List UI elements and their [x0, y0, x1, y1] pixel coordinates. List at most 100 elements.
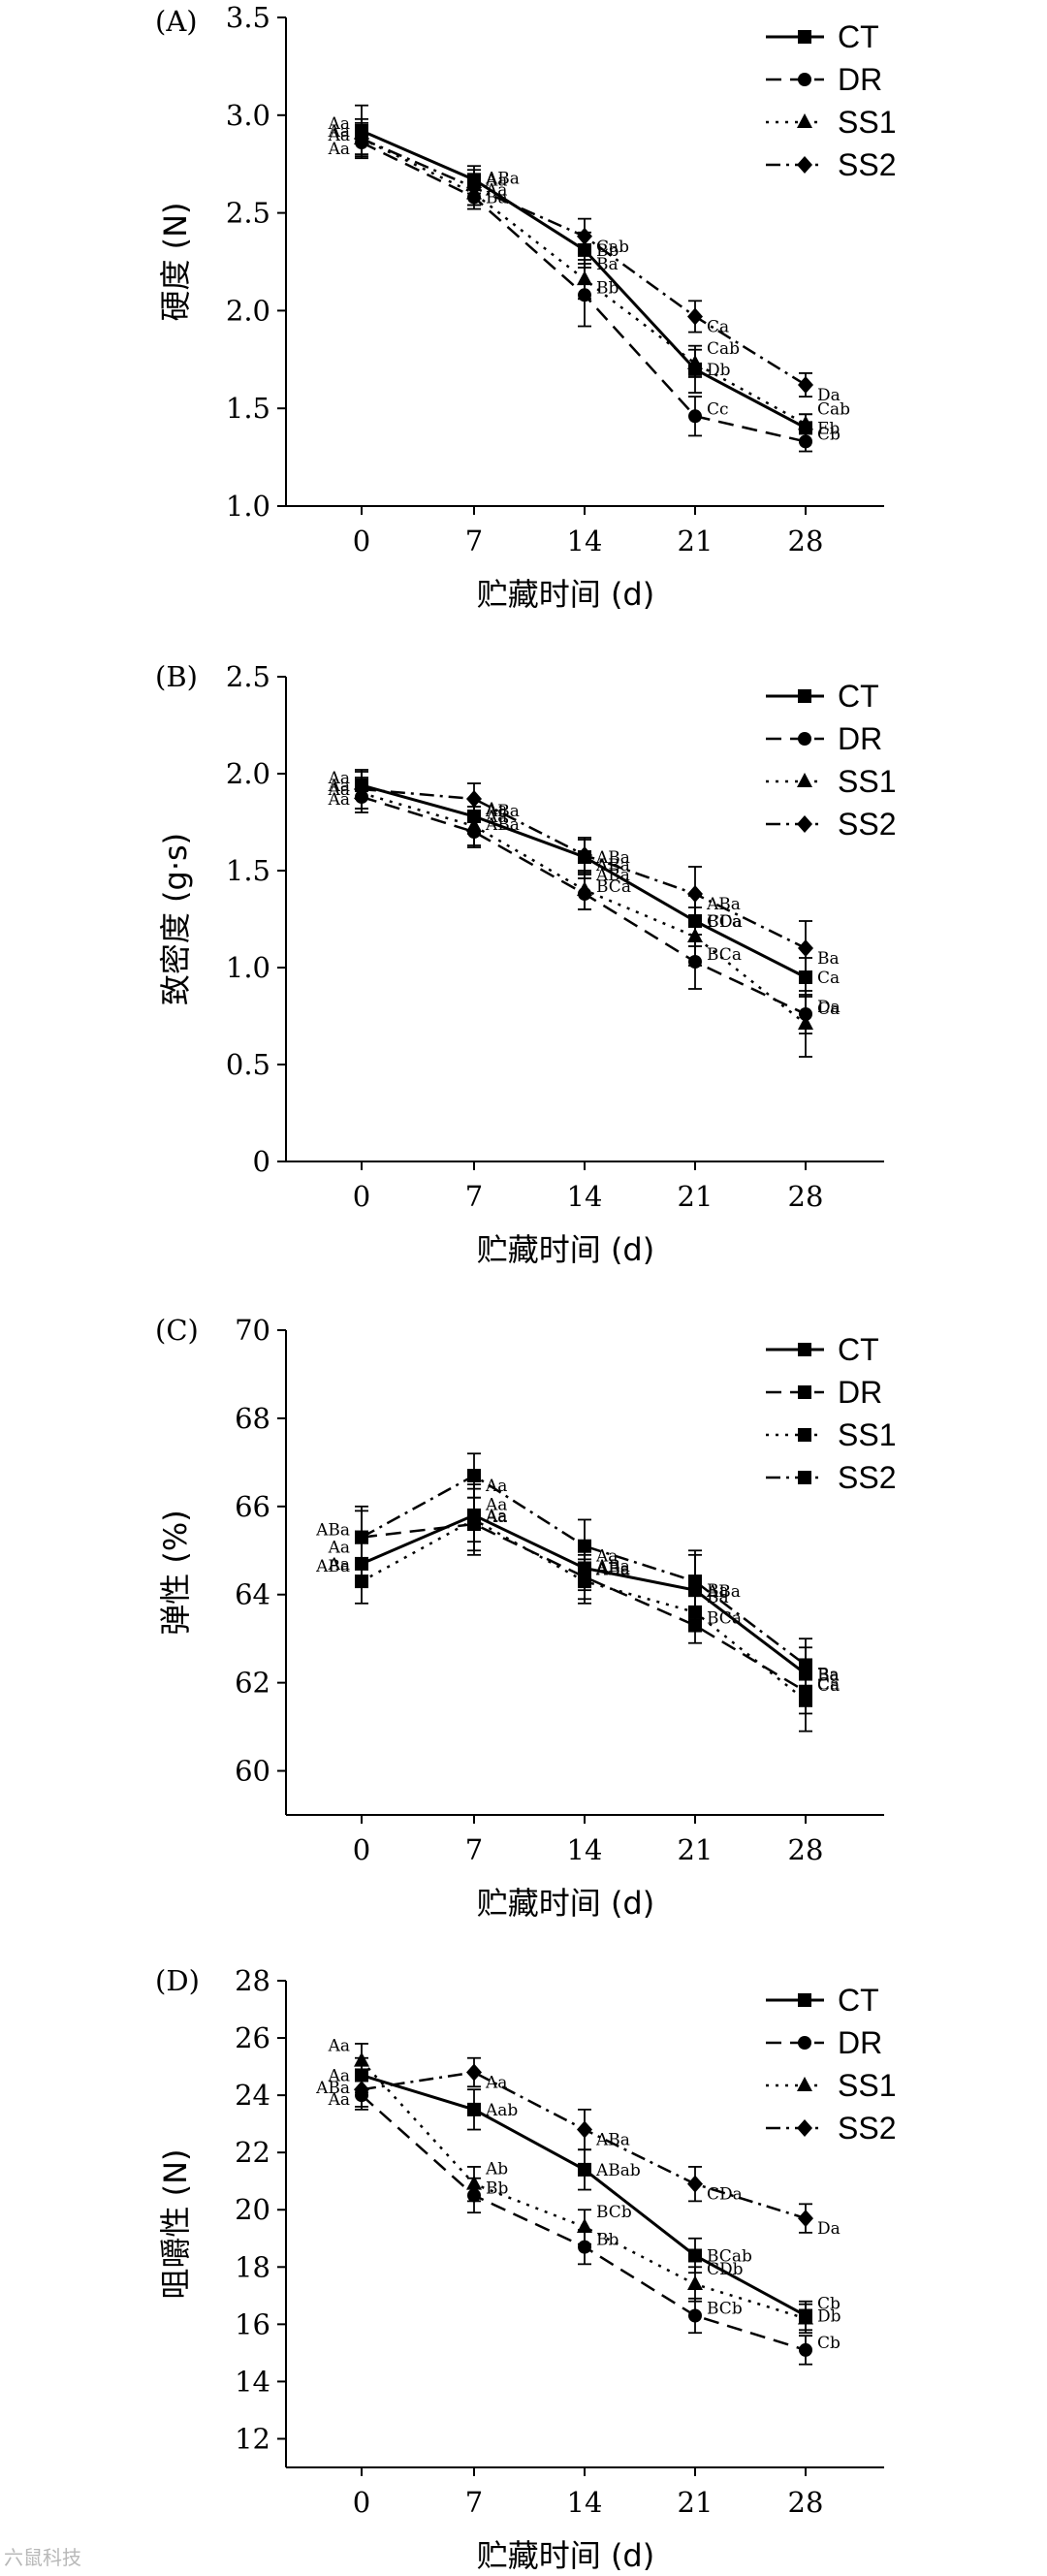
- data-label: Ca: [817, 969, 840, 988]
- data-point: [798, 1015, 813, 1030]
- data-point: [799, 434, 812, 449]
- x-axis-title: 贮藏时间 (d): [477, 576, 654, 613]
- data-label: BCa: [707, 912, 742, 932]
- y-tick-label: 2.5: [226, 197, 270, 230]
- data-label: Aa: [485, 1477, 507, 1496]
- legend-marker: [797, 156, 812, 174]
- x-tick-label: 14: [567, 1833, 603, 1866]
- data-point: [466, 2063, 482, 2082]
- y-tick-label: 18: [235, 2250, 270, 2283]
- data-label: Aa: [328, 2066, 350, 2085]
- data-label: Bb: [596, 278, 619, 298]
- series-CT: Aa Aab ABab BCab Db: [328, 2056, 841, 2332]
- data-label: Aa: [328, 122, 350, 142]
- series-line: [361, 137, 807, 426]
- chart-panel-B: 0 0.5 1.0 1.5 2.0 2.5 0 7 14 21 28 (B) 贮藏时间 (d) 致密度 (…: [155, 660, 896, 1268]
- legend-label: SS2: [838, 2111, 896, 2146]
- x-tick-label: 0: [353, 1833, 370, 1866]
- x-tick-label: 7: [465, 1180, 483, 1213]
- data-label: Ba: [596, 255, 619, 274]
- data-point: [466, 178, 482, 197]
- y-tick-label: 20: [235, 2193, 270, 2226]
- data-point: [799, 970, 812, 984]
- x-tick-label: 28: [788, 1180, 824, 1213]
- data-label: BCa: [596, 877, 631, 897]
- chart-panel-A: 1.0 1.5 2.0 2.5 3.0 3.5 0 7 14 21 28 (A) 贮藏时间 (d) 硬度 …: [155, 1, 896, 613]
- x-axis-title: 贮藏时间 (d): [477, 1885, 654, 1922]
- data-label: Aa: [485, 2073, 507, 2092]
- legend-marker: [798, 2036, 811, 2050]
- y-tick-label: 1.0: [226, 951, 270, 984]
- legend-marker: [797, 773, 812, 787]
- legend-label: DR: [838, 721, 882, 756]
- legend-marker: [798, 1993, 811, 2007]
- y-tick-label: 3.5: [226, 1, 270, 34]
- data-label: Ca: [707, 317, 729, 336]
- data-point: [578, 1539, 591, 1553]
- data-label: Db: [817, 2306, 841, 2326]
- data-label: BCb: [596, 2203, 632, 2222]
- data-label: Aa: [485, 808, 507, 827]
- y-tick-label: 12: [235, 2422, 270, 2455]
- data-point: [577, 2120, 592, 2139]
- legend-marker: [798, 1428, 811, 1442]
- legend: CT DR SS1 SS2: [766, 1332, 896, 1495]
- data-point: [799, 2342, 812, 2357]
- y-axis-title: 致密度 (g·s): [157, 833, 194, 1005]
- y-tick-label: 64: [235, 1578, 270, 1611]
- legend-label: CT: [838, 679, 879, 714]
- data-label: Cb: [817, 425, 841, 444]
- y-tick-label: 14: [235, 2365, 270, 2398]
- data-point: [467, 2102, 481, 2116]
- x-tick-label: 7: [465, 1833, 483, 1866]
- data-label: ABa: [315, 1521, 350, 1541]
- data-point: [354, 2051, 369, 2067]
- data-point: [688, 2308, 702, 2323]
- legend-label: DR: [838, 1375, 882, 1410]
- y-tick-label: 0.5: [226, 1048, 270, 1081]
- data-label: Aa: [485, 1507, 507, 1526]
- watermark: 六鼠科技: [4, 2546, 81, 2569]
- y-tick-label: 1.5: [226, 392, 270, 425]
- series-line: [361, 2059, 807, 2320]
- y-tick-label: 2.5: [226, 660, 270, 693]
- x-tick-label: 14: [567, 1180, 603, 1213]
- legend-label: CT: [838, 1332, 879, 1367]
- legend-marker: [798, 30, 811, 44]
- data-label: ABa: [315, 2079, 350, 2098]
- legend-label: SS1: [838, 764, 896, 799]
- data-label: Aa: [328, 1539, 350, 1558]
- data-label: Ba: [817, 1666, 840, 1685]
- legend-label: SS2: [838, 807, 896, 842]
- data-point: [355, 1574, 368, 1589]
- x-tick-label: 14: [567, 2486, 603, 2519]
- data-point: [799, 1693, 812, 1707]
- data-label: Aa: [328, 769, 350, 788]
- data-point: [466, 790, 482, 808]
- legend: CT DR SS1 SS2: [766, 679, 896, 842]
- data-point: [687, 928, 703, 942]
- data-point: [798, 415, 813, 430]
- y-tick-label: 0: [253, 1145, 270, 1178]
- x-tick-label: 21: [678, 525, 714, 557]
- x-tick-label: 7: [465, 525, 483, 557]
- data-point: [467, 1512, 481, 1527]
- legend-marker: [797, 815, 812, 833]
- data-point: [798, 939, 813, 957]
- legend-marker: [798, 689, 811, 703]
- legend-label: SS1: [838, 2068, 896, 2103]
- data-label: Aa: [328, 2090, 350, 2110]
- series-line: [361, 1474, 807, 1667]
- data-label: Ca: [817, 1676, 840, 1696]
- x-tick-label: 0: [353, 525, 370, 557]
- y-axis-title: 弹性 (%): [157, 1510, 194, 1636]
- y-tick-label: 66: [235, 1490, 270, 1523]
- data-label: Ca: [817, 1675, 840, 1695]
- data-label: Ba: [817, 949, 840, 969]
- data-label: BCa: [707, 945, 742, 965]
- data-label: BCa: [707, 1609, 742, 1629]
- data-label: Cc: [707, 399, 729, 419]
